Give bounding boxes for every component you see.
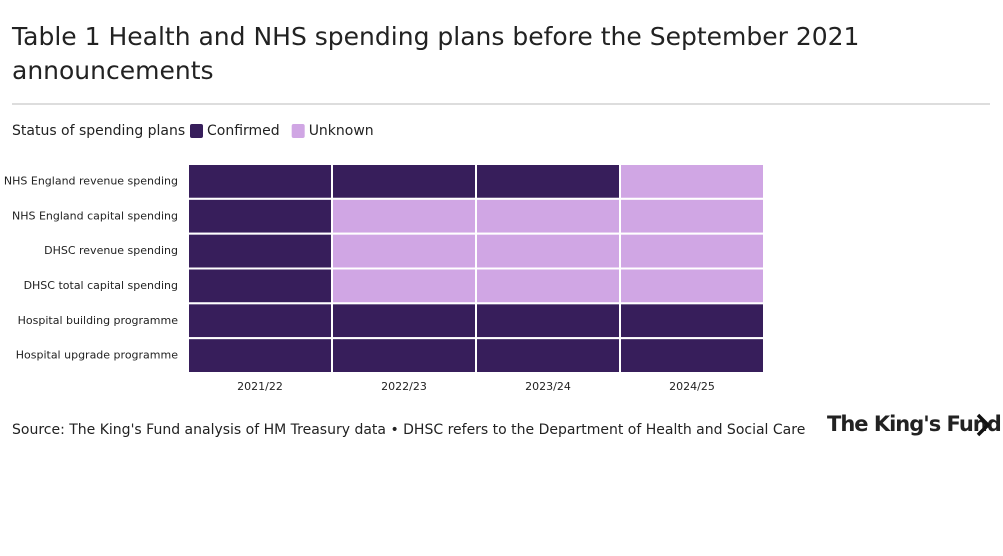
row-label: DHSC total capital spending [24,279,178,292]
cell [475,302,621,340]
cell [475,232,621,270]
row-label: DHSC revenue spending [44,244,178,257]
cell [187,197,333,235]
cell [187,337,333,374]
column-label: 2023/24 [525,380,571,393]
column-label: 2021/22 [237,380,283,393]
cell [619,197,765,235]
legend-label: Confirmed [207,123,280,139]
row-label: NHS England revenue spending [4,174,178,187]
cell [331,163,477,200]
logo-chevron [976,413,991,437]
cell [331,302,477,340]
legend-title: Status of spending plans [12,123,185,139]
cell [619,232,765,270]
column-label: 2022/23 [381,380,427,393]
cell [475,197,621,235]
legend-swatch [190,124,203,138]
cell [331,337,477,374]
cell [187,163,333,200]
cell [619,302,765,340]
row-label: Hospital building programme [18,314,179,327]
cell [619,267,765,305]
cell [331,267,477,305]
cell [187,232,333,270]
cell [187,302,333,340]
row-label: Hospital upgrade programme [16,349,178,362]
cell [475,337,621,374]
chart-title: Table 1 Health and NHS spending plans be… [11,22,859,85]
cell [475,267,621,305]
cell [619,163,765,200]
cell [619,337,765,374]
logo: The King's Fund [827,412,1001,436]
cell [187,267,333,305]
column-label: 2024/25 [669,380,715,393]
row-label: NHS England capital spending [12,209,178,222]
cell [475,163,621,200]
source-note: Source: The King's Fund analysis of HM T… [12,422,805,438]
cell [331,232,477,270]
legend-label: Unknown [309,123,374,139]
legend-swatch [291,124,305,138]
cell [331,197,477,235]
